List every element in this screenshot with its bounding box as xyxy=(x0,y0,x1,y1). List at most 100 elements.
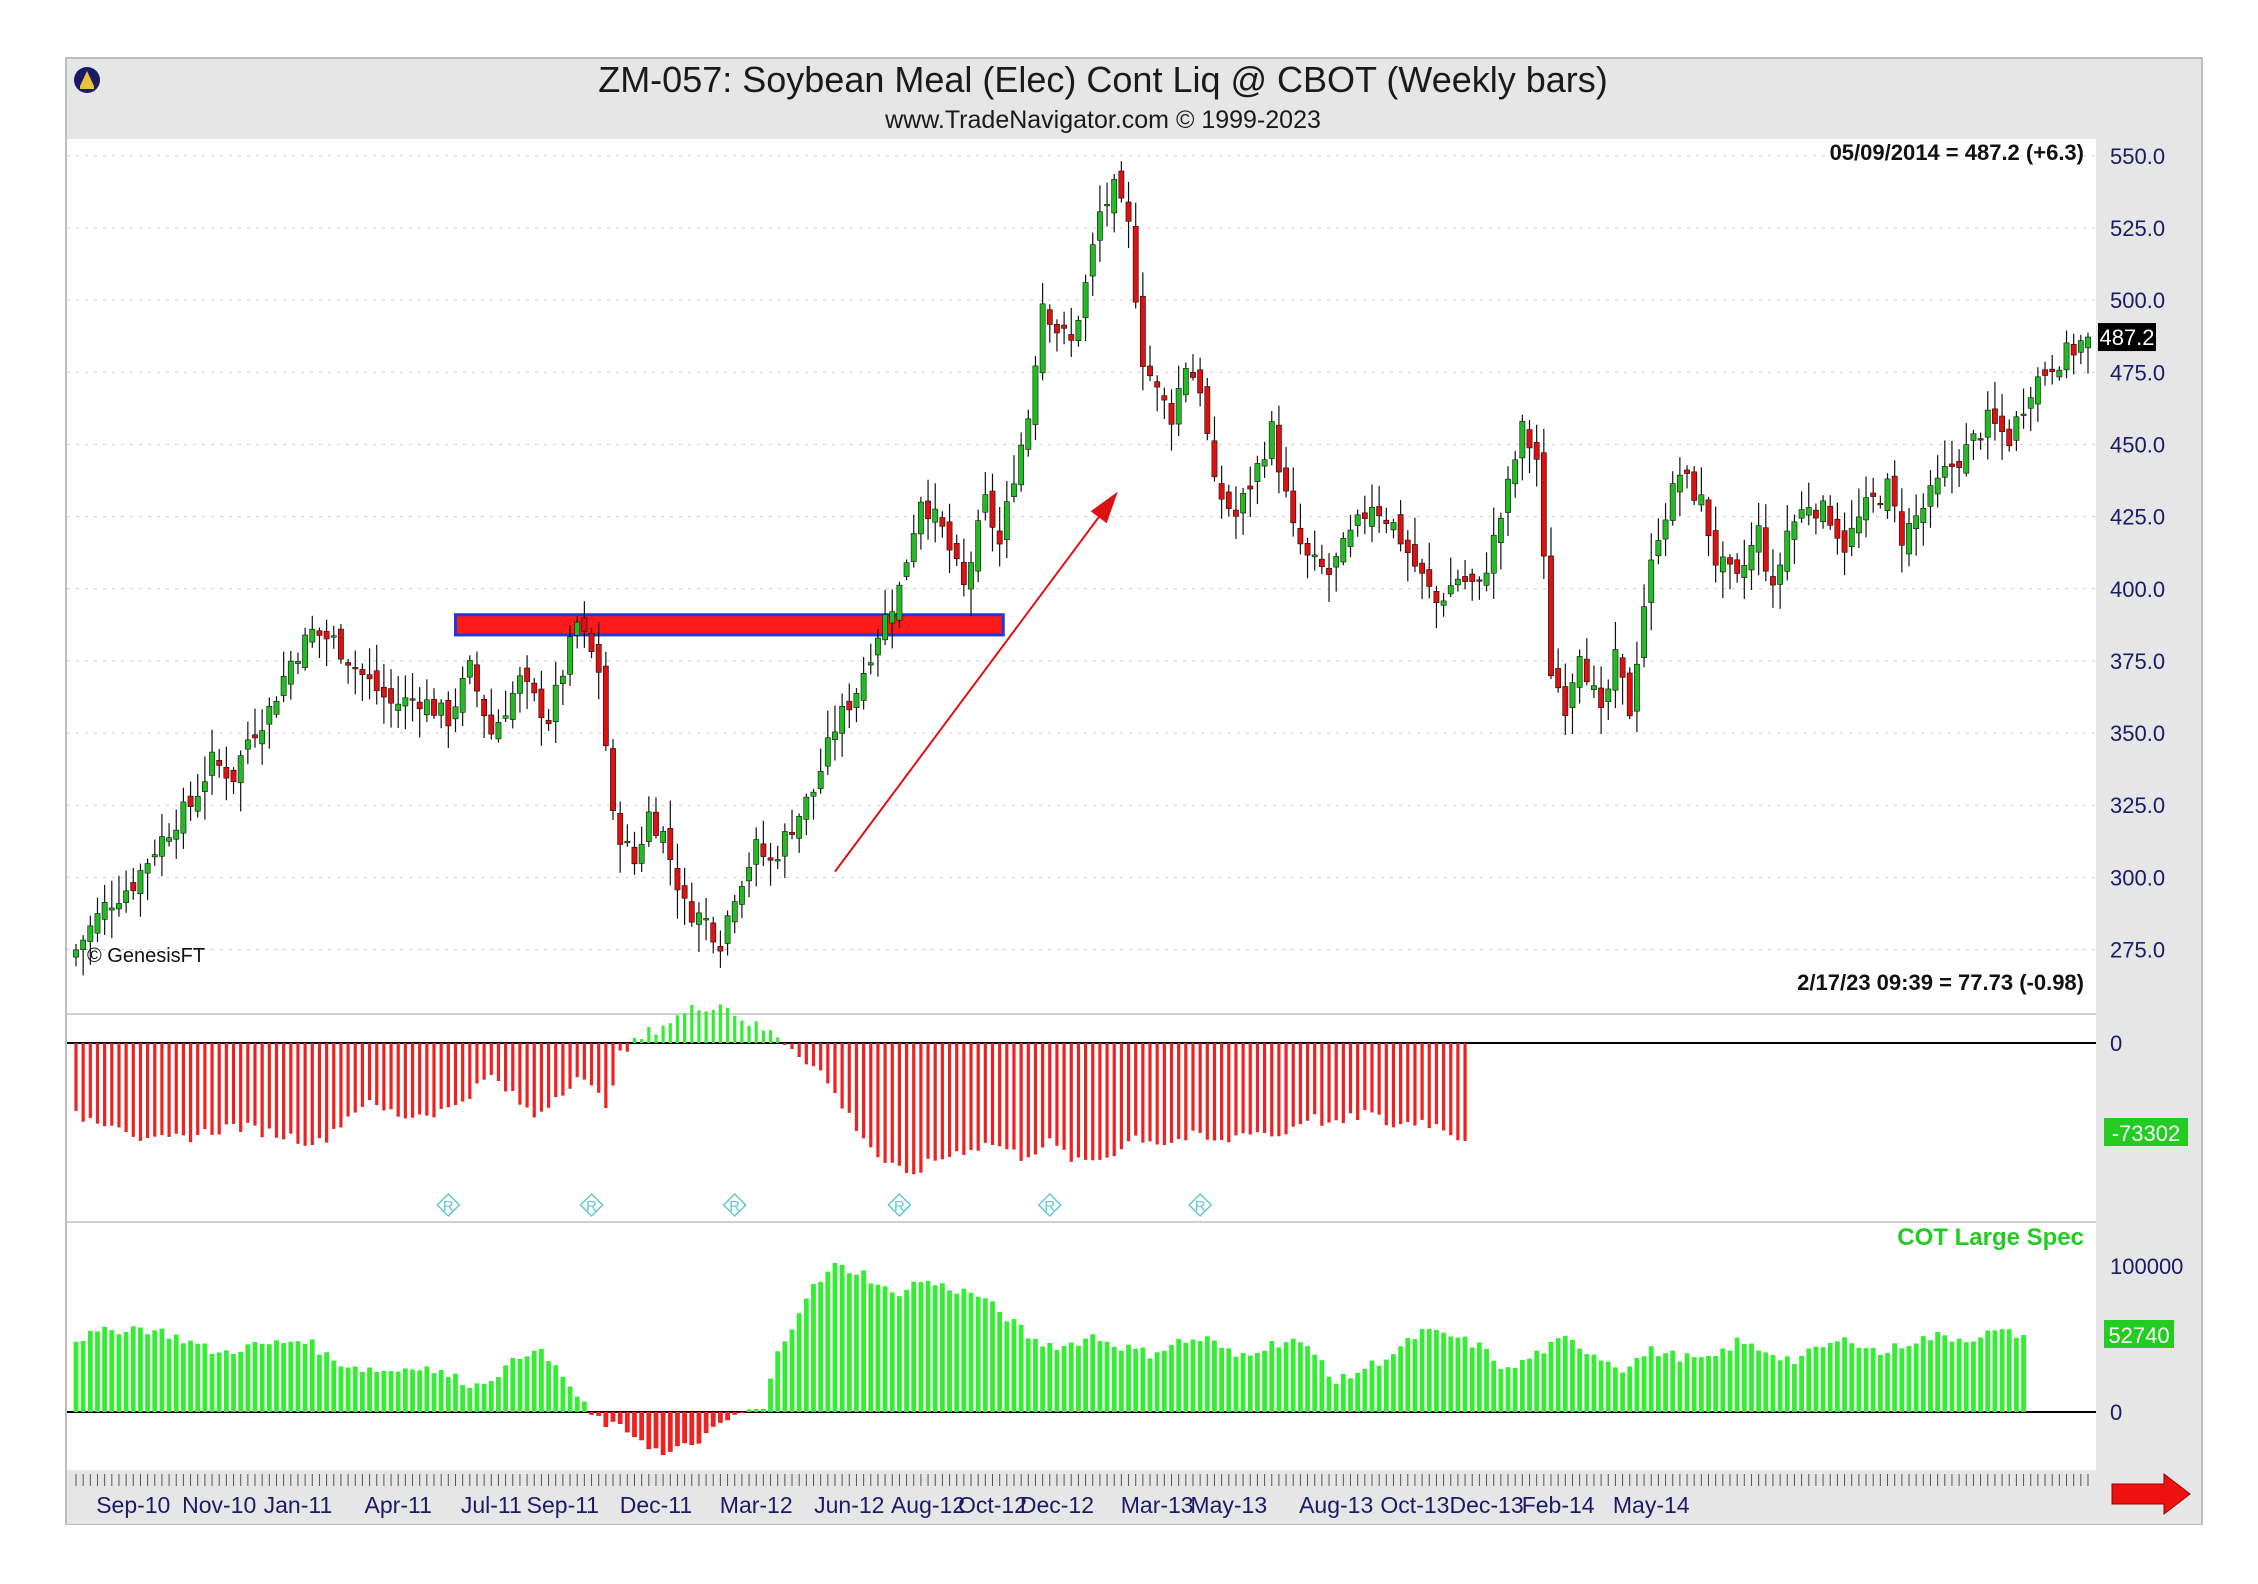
price-candle xyxy=(330,625,337,649)
price-candle xyxy=(653,797,659,839)
cot-bar xyxy=(1219,1347,1225,1412)
indicator-bar xyxy=(1377,1043,1381,1115)
price-candle xyxy=(1791,514,1798,564)
price-candle xyxy=(1233,486,1239,540)
price-candle xyxy=(1025,409,1032,457)
candle-body xyxy=(1347,529,1354,547)
candle-body xyxy=(1526,429,1533,449)
price-candle xyxy=(789,809,795,840)
candle-body xyxy=(323,631,330,640)
price-candle xyxy=(674,843,681,919)
cot-bar xyxy=(703,1412,709,1434)
price-candle xyxy=(896,581,903,628)
candle-body xyxy=(717,945,724,952)
price-candle xyxy=(380,663,387,724)
time-axis-label: Aug-12 xyxy=(891,1492,965,1518)
candle-body xyxy=(1669,483,1676,521)
price-tick-label: 275.0 xyxy=(2110,938,2165,963)
price-candle xyxy=(624,824,631,847)
price-candle xyxy=(80,935,87,976)
price-candle xyxy=(1827,495,1834,530)
rollover-marker-icon[interactable]: R xyxy=(887,1192,912,1218)
candle-body xyxy=(1748,545,1755,571)
candle-body xyxy=(1920,507,1927,523)
price-candle xyxy=(144,858,151,901)
candle-body xyxy=(1404,539,1411,554)
rollover-marker-icon[interactable]: R xyxy=(436,1192,461,1218)
candle-body xyxy=(1984,409,1991,438)
time-axis-label: Dec-12 xyxy=(1020,1492,1094,1518)
candle-body xyxy=(1018,444,1025,486)
price-candle xyxy=(760,820,767,867)
price-candle xyxy=(846,683,853,729)
price-candle xyxy=(101,884,108,935)
cot-bar xyxy=(2021,1334,2026,1412)
cot-bars xyxy=(73,1263,2026,1456)
trend-arrow[interactable] xyxy=(834,495,1116,873)
cot-bar xyxy=(1741,1344,1747,1412)
cot-bar xyxy=(1541,1353,1547,1412)
cot-bar xyxy=(2006,1329,2012,1412)
candle-body xyxy=(2042,369,2048,376)
indicator-bar xyxy=(1069,1043,1073,1162)
indicator-bar xyxy=(203,1043,207,1130)
price-candle xyxy=(388,669,394,728)
price-candle xyxy=(252,708,258,748)
cot-bar xyxy=(1562,1335,1568,1412)
indicator-bar xyxy=(754,1021,758,1043)
indicator-bar xyxy=(1026,1043,1030,1158)
candle-body xyxy=(1999,415,2005,432)
price-candle xyxy=(817,748,824,794)
resistance-zone[interactable] xyxy=(453,613,1005,637)
rollover-marker-icon[interactable]: R xyxy=(722,1192,747,1218)
candle-body xyxy=(1369,506,1375,527)
indicator-bar xyxy=(1220,1043,1224,1140)
rollover-marker-icon[interactable]: R xyxy=(1188,1192,1213,1218)
price-candle xyxy=(1447,557,1454,597)
cot-bar xyxy=(1004,1321,1010,1412)
time-axis-label: May-14 xyxy=(1613,1492,1690,1518)
indicator-bar xyxy=(1041,1043,1045,1148)
price-candle xyxy=(495,709,502,743)
candle-body xyxy=(144,863,151,874)
cot-tick-100000: 100000 xyxy=(2110,1254,2183,1279)
cot-bar xyxy=(1613,1367,1618,1412)
price-candle xyxy=(2034,367,2041,422)
logo-icon[interactable] xyxy=(74,67,100,93)
cot-bar xyxy=(624,1412,630,1433)
cot-bar xyxy=(1140,1347,1146,1412)
candle-body xyxy=(1813,509,1819,519)
candle-body xyxy=(502,715,509,719)
rollover-marker-icon[interactable]: R xyxy=(1037,1192,1062,1218)
indicator-bar xyxy=(654,1034,658,1043)
candle-body xyxy=(123,890,130,903)
candle-body xyxy=(130,882,137,892)
indicator-bar xyxy=(1341,1043,1345,1124)
price-candle xyxy=(1304,537,1311,579)
indicator-bar xyxy=(582,1043,586,1080)
cot-bar xyxy=(1312,1354,1318,1412)
price-candle xyxy=(545,709,552,731)
cot-bar xyxy=(961,1288,967,1412)
cot-bar xyxy=(567,1386,573,1412)
cot-bar xyxy=(660,1412,666,1456)
cot-bar xyxy=(295,1341,301,1412)
indicator-bar xyxy=(310,1043,314,1145)
candle-body xyxy=(1261,459,1268,467)
price-candle xyxy=(216,749,223,778)
cot-bar xyxy=(402,1368,408,1412)
candle-body xyxy=(373,670,380,692)
price-candle xyxy=(1390,518,1397,539)
candle-body xyxy=(1626,672,1633,717)
cot-bar xyxy=(445,1377,451,1412)
candle-body xyxy=(1641,606,1647,658)
price-candle xyxy=(244,721,251,765)
marker-label: R xyxy=(443,1198,454,1215)
cot-bar xyxy=(202,1343,208,1412)
rollover-marker-icon[interactable]: R xyxy=(579,1192,604,1218)
scroll-right-icon[interactable] xyxy=(2111,1472,2191,1516)
candle-body xyxy=(1719,556,1726,573)
candle-body xyxy=(423,699,430,716)
indicator-bar xyxy=(81,1043,85,1122)
cot-bar xyxy=(682,1412,688,1444)
